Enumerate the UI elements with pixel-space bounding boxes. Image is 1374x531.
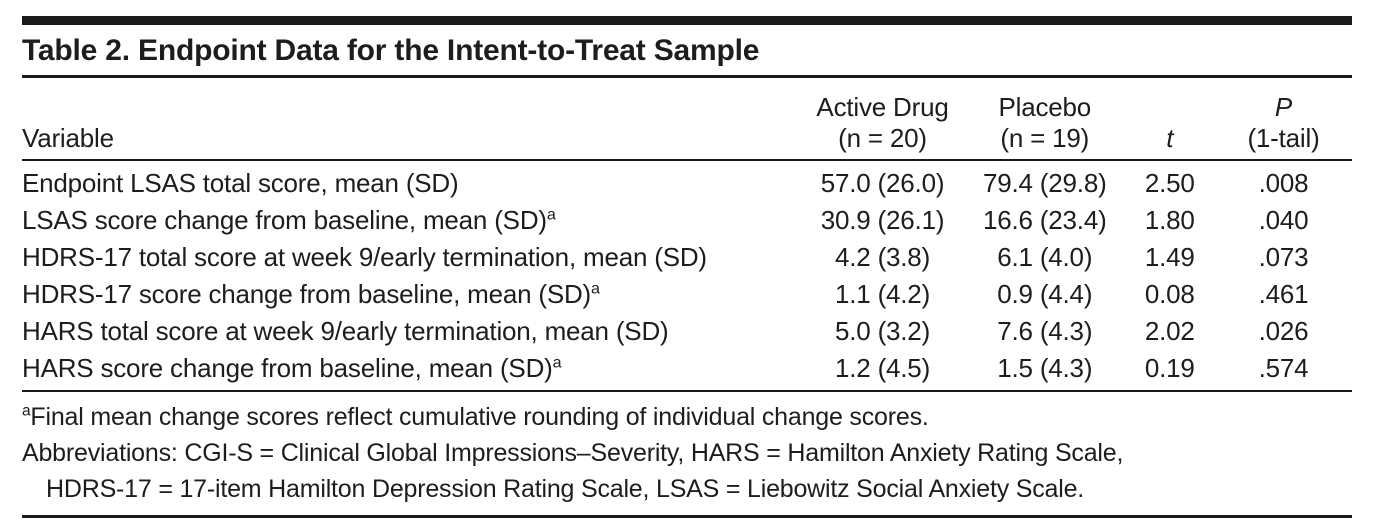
table-row: HARS score change from baseline, mean (S… [22, 350, 1352, 392]
table-row: Endpoint LSAS total score, mean (SD) 57.… [22, 160, 1352, 202]
t-cell: 0.19 [1124, 350, 1215, 392]
table-title: Table 2. Endpoint Data for the Intent-to… [22, 25, 1352, 78]
variable-text: HARS total score at week 9/early termina… [22, 316, 669, 346]
t-cell: 2.02 [1144, 316, 1195, 346]
active-drug-cell: 5.0 (3.2) [835, 316, 931, 346]
active-drug-cell: 1.2 (4.5) [800, 350, 965, 392]
placebo-cell: 79.4 (29.8) [982, 168, 1107, 198]
p-cell: .574 [1215, 350, 1352, 392]
variable-cell: HARS score change from baseline, mean (S… [22, 350, 801, 392]
p-cell: .461 [1258, 279, 1309, 309]
p-cell: .008 [1258, 168, 1309, 198]
placebo-n: (n = 19) [1000, 123, 1090, 153]
placebo-cell: 16.6 (23.4) [982, 205, 1107, 235]
variable-cell: HDRS-17 score change from baseline, mean… [22, 276, 800, 313]
table-2-panel: Table 2. Endpoint Data for the Intent-to… [22, 16, 1352, 518]
p-cell: .073 [1258, 242, 1309, 272]
table-row: HARS total score at week 9/early termina… [22, 313, 1352, 350]
placebo-cell: 1.5 (4.3) [964, 350, 1125, 392]
table-row: LSAS score change from baseline, mean (S… [22, 202, 1352, 239]
placebo-label: Placebo [998, 92, 1092, 122]
p-cell: .026 [1258, 316, 1309, 346]
column-header-t: t [1124, 78, 1215, 161]
column-header-variable: Variable [22, 78, 801, 161]
variable-cell: HDRS-17 total score at week 9/early term… [22, 239, 800, 276]
p-one-tail-label: (1-tail) [1247, 123, 1320, 153]
table-row: HDRS-17 score change from baseline, mean… [22, 276, 1352, 313]
t-cell: 1.49 [1144, 242, 1195, 272]
column-header-active-drug: Active Drug (n = 20) [800, 78, 965, 161]
table-body: Endpoint LSAS total score, mean (SD) 57.… [22, 160, 1352, 392]
footnote-marker: a [546, 205, 556, 224]
variable-text: HARS score change from baseline, mean (S… [22, 353, 553, 383]
table-top-rule [22, 16, 1352, 25]
variable-cell: HARS total score at week 9/early termina… [22, 313, 800, 350]
column-header-variable-label: Variable [22, 123, 114, 153]
variable-text: HDRS-17 score change from baseline, mean… [22, 279, 592, 309]
t-cell: 2.50 [1144, 168, 1195, 198]
placebo-cell: 0.9 (4.4) [997, 279, 1093, 309]
variable-text: HDRS-17 total score at week 9/early term… [22, 242, 707, 272]
footnote-marker: a [591, 279, 600, 298]
t-cell: 0.08 [1144, 279, 1195, 309]
footnote-a-text: Final mean change scores reflect cumulat… [30, 403, 929, 431]
column-header-placebo: Placebo (n = 19) [964, 78, 1125, 161]
active-drug-cell: 4.2 (3.8) [835, 242, 931, 272]
variable-cell: Endpoint LSAS total score, mean (SD) [22, 160, 800, 202]
t-statistic-label: t [1166, 123, 1174, 153]
active-drug-cell: 1.1 (4.2) [835, 279, 931, 309]
footnote-a: aFinal mean change scores reflect cumula… [22, 399, 1352, 435]
p-value-label: P [1274, 92, 1293, 122]
endpoint-data-table: Variable Active Drug (n = 20) Placebo (n… [22, 78, 1352, 392]
table-header: Variable Active Drug (n = 20) Placebo (n… [22, 78, 1352, 161]
abbreviations-line-2: HDRS-17 = 17-item Hamilton Depression Ra… [46, 475, 1085, 503]
header-row: Variable Active Drug (n = 20) Placebo (n… [22, 78, 1352, 161]
footnote-marker: a [552, 353, 562, 372]
p-cell: .040 [1258, 205, 1309, 235]
placebo-cell: 7.6 (4.3) [997, 316, 1093, 346]
abbreviations-line-1: Abbreviations: CGI-S = Clinical Global I… [22, 439, 1124, 467]
variable-text: Endpoint LSAS total score, mean (SD) [22, 168, 459, 198]
active-drug-cell: 30.9 (26.1) [820, 205, 945, 235]
column-header-p: P (1-tail) [1215, 78, 1352, 161]
t-cell: 1.80 [1144, 205, 1195, 235]
variable-cell: LSAS score change from baseline, mean (S… [22, 202, 800, 239]
active-drug-cell: 57.0 (26.0) [820, 168, 945, 198]
active-drug-label: Active Drug [816, 92, 949, 122]
table-row: HDRS-17 total score at week 9/early term… [22, 239, 1352, 276]
table-bottom-rule [22, 515, 1352, 518]
active-drug-n: (n = 20) [838, 123, 927, 153]
placebo-cell: 6.1 (4.0) [997, 242, 1093, 272]
footnote-a-marker: a [22, 402, 31, 420]
table-footnotes: aFinal mean change scores reflect cumula… [22, 392, 1352, 507]
variable-text: LSAS score change from baseline, mean (S… [22, 205, 547, 235]
